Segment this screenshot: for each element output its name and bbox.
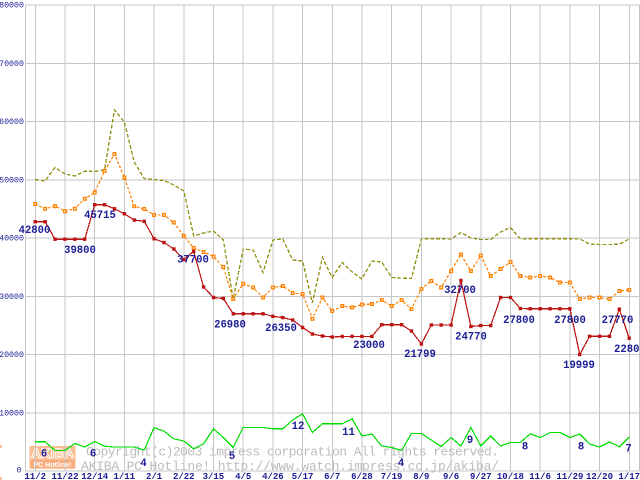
- svg-text:20000: 20000: [0, 351, 24, 360]
- svg-text:11/29: 11/29: [556, 472, 583, 480]
- svg-text:50000: 50000: [0, 176, 24, 185]
- svg-text:24770: 24770: [455, 332, 487, 344]
- svg-text:6/28: 6/28: [351, 472, 373, 480]
- svg-text:39800: 39800: [64, 245, 96, 257]
- svg-text:11/22: 11/22: [51, 472, 78, 480]
- svg-text:27800: 27800: [503, 315, 535, 327]
- svg-text:8/9: 8/9: [413, 472, 429, 480]
- svg-text:42800: 42800: [19, 225, 51, 237]
- svg-text:7/19: 7/19: [381, 472, 403, 480]
- svg-text:10/18: 10/18: [497, 472, 524, 480]
- svg-text:6: 6: [90, 449, 96, 461]
- svg-text:AKIBA PC Hotline! http://www.w: AKIBA PC Hotline! http://www.watch.impre…: [81, 459, 499, 474]
- svg-text:4/26: 4/26: [262, 472, 284, 480]
- svg-text:10000: 10000: [0, 409, 24, 418]
- svg-text:12: 12: [292, 421, 305, 433]
- svg-text:AKIBA: AKIBA: [31, 446, 74, 461]
- svg-text:23000: 23000: [353, 340, 385, 352]
- svg-text:11: 11: [342, 427, 355, 439]
- svg-text:11/6: 11/6: [529, 472, 551, 480]
- svg-text:6: 6: [41, 449, 47, 461]
- svg-text:27770: 27770: [602, 315, 634, 327]
- svg-text:9: 9: [467, 435, 473, 447]
- svg-text:9/27: 9/27: [470, 472, 492, 480]
- svg-text:12/14: 12/14: [81, 472, 109, 480]
- svg-text:1/17: 1/17: [618, 472, 640, 480]
- svg-text:12/20: 12/20: [586, 472, 613, 480]
- svg-text:2/22: 2/22: [173, 472, 195, 480]
- svg-text:30000: 30000: [0, 293, 24, 302]
- svg-text:6/7: 6/7: [324, 472, 340, 480]
- svg-text:8: 8: [522, 442, 528, 454]
- svg-text:7: 7: [625, 444, 631, 456]
- svg-text:2/1: 2/1: [146, 472, 163, 480]
- svg-text:Copyright(c)2003 impress corpo: Copyright(c)2003 impress corporation All…: [86, 445, 499, 460]
- svg-text:37700: 37700: [177, 255, 209, 267]
- svg-text:11/2: 11/2: [24, 472, 46, 480]
- svg-text:9/6: 9/6: [443, 472, 459, 480]
- svg-text:21799: 21799: [404, 349, 436, 361]
- svg-text:0: 0: [17, 466, 22, 475]
- svg-text:PC Hotline!: PC Hotline!: [34, 462, 72, 469]
- svg-text:26350: 26350: [265, 323, 297, 335]
- svg-text:26980: 26980: [214, 320, 246, 332]
- svg-text:45715: 45715: [84, 210, 116, 222]
- svg-text:22800: 22800: [614, 344, 640, 356]
- svg-text:27800: 27800: [554, 315, 586, 327]
- svg-text:70000: 70000: [0, 60, 24, 69]
- svg-text:4/5: 4/5: [235, 472, 251, 480]
- svg-text:19999: 19999: [563, 360, 595, 372]
- svg-text:3/15: 3/15: [203, 472, 225, 480]
- svg-text:1/11: 1/11: [113, 472, 135, 480]
- svg-text:4: 4: [140, 458, 147, 470]
- svg-text:60000: 60000: [0, 118, 24, 127]
- svg-text:80000: 80000: [0, 2, 24, 11]
- svg-text:5/17: 5/17: [292, 472, 314, 480]
- svg-text:8: 8: [578, 442, 584, 454]
- svg-text:5: 5: [229, 451, 235, 463]
- svg-text:40000: 40000: [0, 235, 24, 244]
- svg-text:32700: 32700: [444, 285, 476, 297]
- svg-text:4: 4: [398, 458, 405, 470]
